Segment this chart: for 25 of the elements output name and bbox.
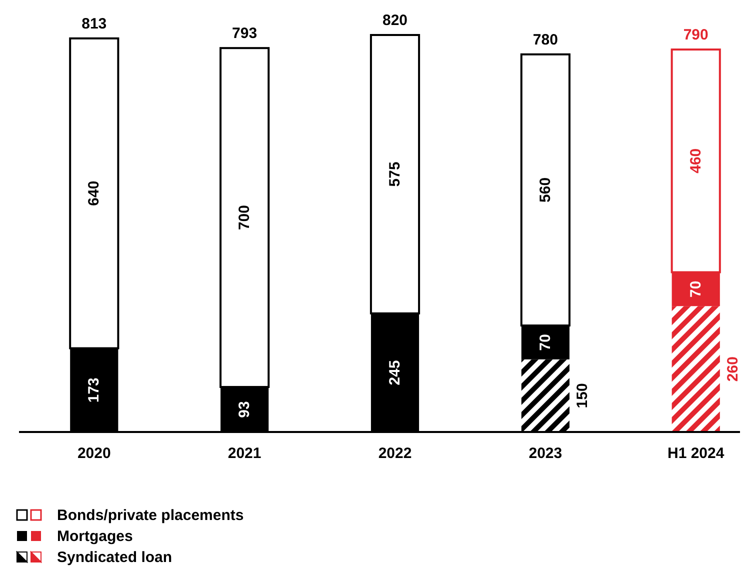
- legend-label: Mortgages: [57, 528, 133, 545]
- total-label: 780: [532, 31, 558, 48]
- data-label: 173: [86, 378, 103, 403]
- data-label: 640: [86, 180, 103, 206]
- data-label: 245: [386, 360, 404, 386]
- x-tick-label: H1 2024: [668, 445, 725, 462]
- data-label: 150: [574, 383, 591, 408]
- total-label: 820: [382, 12, 408, 29]
- data-label: 93: [236, 401, 254, 418]
- data-label: 700: [236, 205, 254, 230]
- total-label: 793: [232, 25, 258, 42]
- data-label: 460: [687, 148, 704, 174]
- data-label: 575: [386, 162, 404, 187]
- x-tick-label: 2023: [528, 445, 562, 462]
- x-tick-label: 2022: [378, 445, 412, 462]
- total-label: 813: [82, 15, 107, 32]
- data-label: 70: [536, 334, 554, 351]
- legend-label: Bonds/private placements: [57, 507, 244, 524]
- data-label: 260: [724, 356, 742, 382]
- x-tick-label: 2021: [228, 445, 262, 462]
- x-tick-label: 2020: [77, 445, 111, 462]
- data-label: 560: [536, 177, 554, 202]
- legend-label: Syndicated loan: [57, 549, 172, 566]
- data-label: 70: [687, 280, 704, 298]
- total-label: 790: [683, 26, 708, 44]
